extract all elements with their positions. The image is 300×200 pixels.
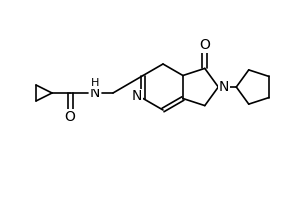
Text: H: H <box>91 78 99 88</box>
Text: O: O <box>64 110 75 124</box>
Text: N: N <box>90 86 100 100</box>
Text: O: O <box>200 38 210 52</box>
Text: N: N <box>219 80 230 94</box>
Text: N: N <box>132 90 142 104</box>
